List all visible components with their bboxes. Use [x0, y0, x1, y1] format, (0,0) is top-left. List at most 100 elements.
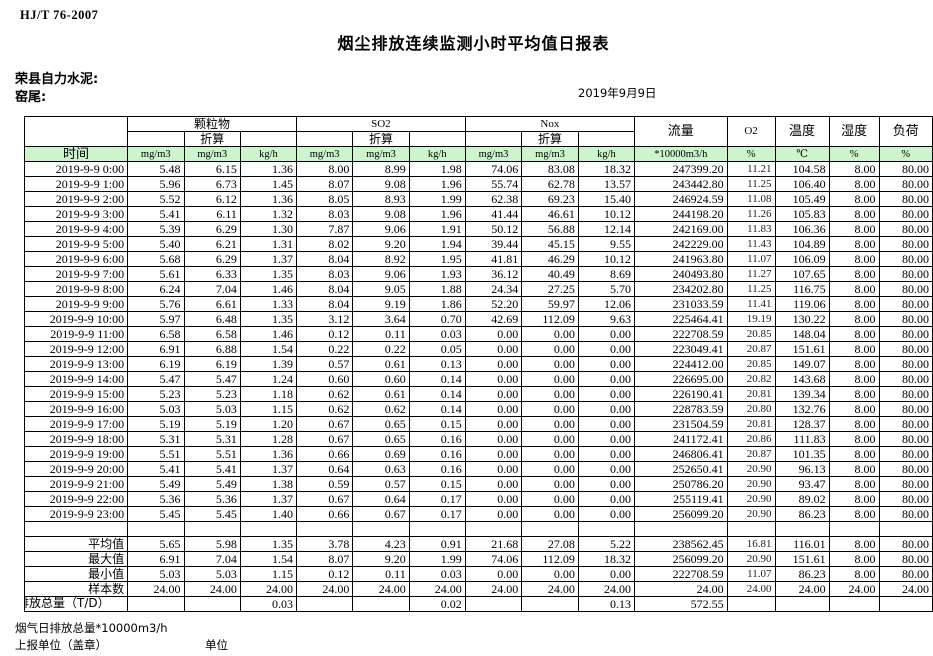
summary-cell-so2-conv: 9.20: [352, 551, 410, 567]
summary-cell-humidity: 8.00: [828, 551, 880, 567]
cell-nox-rate: 10.12: [577, 206, 635, 222]
cell-so2-rate: 0.03: [408, 326, 466, 342]
spacer-cell: [774, 521, 830, 537]
cell-o2: 20.90: [726, 506, 776, 522]
cell-pm-rate: 1.36: [239, 191, 297, 207]
header-group-humidity: 湿度: [828, 116, 880, 147]
header-group-flow: 流量: [633, 116, 728, 147]
cell-so2-rate: 0.70: [408, 311, 466, 327]
cell-so2-conv: 9.20: [352, 236, 410, 252]
summary-cell-nox-raw: 74.06: [464, 551, 523, 567]
cell-load: 80.00: [878, 506, 933, 522]
cell-temp: 151.61: [774, 341, 830, 357]
cell-flow: 241963.80: [633, 251, 728, 267]
cell-flow: 231033.59: [633, 296, 728, 312]
summary-cell-flow: 256099.20: [633, 551, 728, 567]
cell-nox-conv: 0.00: [521, 476, 579, 492]
header-group-temp: 温度: [774, 116, 830, 147]
cell-pm-conv: 6.11: [183, 206, 241, 222]
summary-cell-so2-rate: 1.99: [408, 551, 466, 567]
summary-cell-flow: 238562.45: [633, 536, 728, 552]
cell-load: 80.00: [878, 446, 933, 462]
summary-cell-pm-rate: 1.54: [239, 551, 297, 567]
cell-pm-rate: 1.28: [239, 431, 297, 447]
cell-pm-raw: 5.41: [127, 461, 185, 477]
cell-flow: 250786.20: [633, 476, 728, 492]
cell-so2-raw: 0.62: [295, 386, 354, 402]
cell-pm-rate: 1.24: [239, 371, 297, 387]
cell-so2-raw: 8.05: [295, 191, 354, 207]
header-nox-converted: 折算: [521, 131, 579, 147]
cell-nox-rate: 12.14: [577, 221, 635, 237]
cell-pm-conv: 5.41: [183, 461, 241, 477]
summary-cell-o2: 16.81: [726, 536, 776, 552]
unit-nox-rate: kg/h: [577, 146, 635, 162]
cell-temp: 89.02: [774, 491, 830, 507]
cell-o2: 20.86: [726, 431, 776, 447]
cell-o2: 11.83: [726, 221, 776, 237]
cell-pm-conv: 5.19: [183, 416, 241, 432]
cell-nox-raw: 0.00: [464, 446, 523, 462]
cell-pm-raw: 6.24: [127, 281, 185, 297]
spacer-cell: [633, 521, 728, 537]
cell-temp: 148.04: [774, 326, 830, 342]
cell-so2-raw: 0.67: [295, 416, 354, 432]
header-group-nox: Nox: [464, 116, 635, 132]
cell-time: 2019-9-9 3:00: [23, 206, 129, 222]
cell-nox-rate: 13.57: [577, 176, 635, 192]
cell-so2-conv: 0.69: [352, 446, 410, 462]
cell-temp: 116.75: [774, 281, 830, 297]
cell-temp: 149.07: [774, 356, 830, 372]
daily-total-cell-pm-rate: 0.03: [239, 596, 297, 612]
cell-nox-rate: 10.12: [577, 251, 635, 267]
summary-cell-flow: 24.00: [633, 581, 728, 597]
cell-pm-rate: 1.15: [239, 401, 297, 417]
daily-total-cell-load: [878, 596, 933, 612]
cell-nox-raw: 0.00: [464, 461, 523, 477]
cell-so2-raw: 8.03: [295, 266, 354, 282]
summary-cell-temp: 24.00: [774, 581, 830, 597]
summary-cell-so2-conv: 24.00: [352, 581, 410, 597]
footer-note-flow: 烟气日排放总量*10000m3/h: [15, 621, 168, 635]
cell-so2-conv: 9.05: [352, 281, 410, 297]
summary-cell-pm-raw: 24.00: [127, 581, 185, 597]
cell-so2-rate: 0.15: [408, 416, 466, 432]
cell-humidity: 8.00: [828, 176, 880, 192]
report-table: 颗粒物 SO2 Nox 流量 O2 温度 湿度 负荷 折算 折算 折算 时间 m…: [23, 116, 933, 612]
cell-pm-raw: 5.68: [127, 251, 185, 267]
cell-so2-conv: 0.60: [352, 371, 410, 387]
cell-temp: 106.40: [774, 176, 830, 192]
summary-cell-pm-raw: 5.03: [127, 566, 185, 582]
cell-nox-raw: 0.00: [464, 416, 523, 432]
cell-load: 80.00: [878, 221, 933, 237]
cell-temp: 105.83: [774, 206, 830, 222]
cell-so2-rate: 1.96: [408, 206, 466, 222]
summary-cell-so2-rate: 24.00: [408, 581, 466, 597]
cell-load: 80.00: [878, 371, 933, 387]
cell-flow: 242229.00: [633, 236, 728, 252]
monitoring-point: 窑尾:: [15, 90, 47, 105]
cell-nox-rate: 0.00: [577, 401, 635, 417]
table-row: 2019-9-9 17:00 5.19 5.19 1.20 0.67 0.65 0.15 0.…: [23, 416, 933, 432]
cell-so2-conv: 9.19: [352, 296, 410, 312]
cell-humidity: 8.00: [828, 206, 880, 222]
cell-nox-rate: 12.06: [577, 296, 635, 312]
unit-so2-raw: mg/m3: [295, 146, 354, 162]
cell-pm-rate: 1.31: [239, 236, 297, 252]
cell-humidity: 8.00: [828, 311, 880, 327]
cell-load: 80.00: [878, 431, 933, 447]
cell-pm-rate: 1.46: [239, 326, 297, 342]
summary-cell-temp: 86.23: [774, 566, 830, 582]
cell-load: 80.00: [878, 416, 933, 432]
daily-total-cell-so2-conv: [352, 596, 410, 612]
cell-load: 80.00: [878, 401, 933, 417]
cell-flow: 244198.20: [633, 206, 728, 222]
cell-so2-conv: 8.93: [352, 191, 410, 207]
summary-cell-load: 24.00: [878, 581, 933, 597]
cell-nox-conv: 0.00: [521, 431, 579, 447]
cell-so2-rate: 0.14: [408, 401, 466, 417]
cell-nox-rate: 9.55: [577, 236, 635, 252]
cell-nox-raw: 50.12: [464, 221, 523, 237]
cell-pm-conv: 6.29: [183, 251, 241, 267]
cell-so2-raw: 7.87: [295, 221, 354, 237]
